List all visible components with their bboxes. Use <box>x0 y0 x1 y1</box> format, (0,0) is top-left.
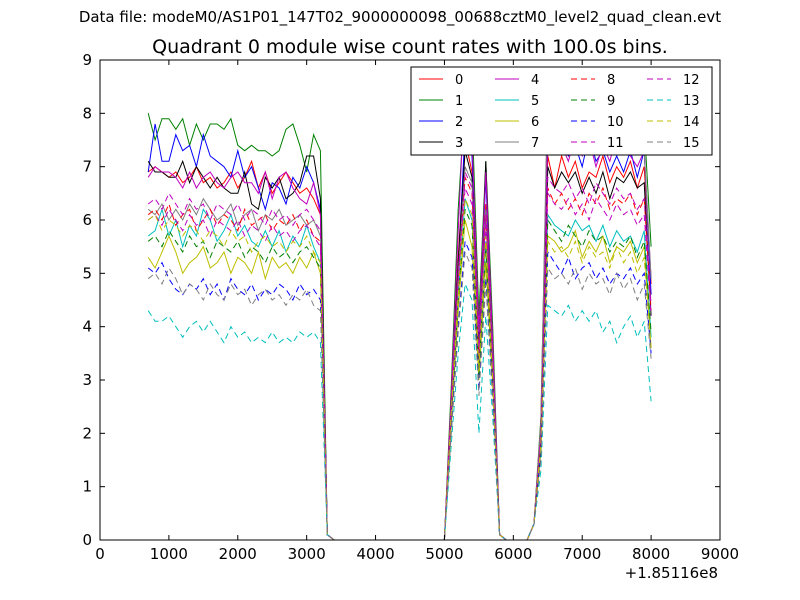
legend-label-module-8: 8 <box>607 73 615 88</box>
legend-label-module-10: 10 <box>607 115 624 130</box>
y-tick-label: 2 <box>82 424 92 442</box>
y-tick-label: 0 <box>82 531 92 549</box>
legend-label-module-7: 7 <box>531 136 539 151</box>
legend-label-module-13: 13 <box>683 94 700 109</box>
x-tick-label: 0 <box>95 545 105 563</box>
x-tick-label: 9000 <box>701 545 739 563</box>
x-tick-label: 1000 <box>150 545 188 563</box>
series-line-module-13 <box>147 282 652 541</box>
legend-label-module-11: 11 <box>607 136 624 151</box>
y-tick-label: 9 <box>82 51 92 69</box>
legend-label-module-14: 14 <box>683 115 700 130</box>
y-tick-label: 4 <box>82 318 92 336</box>
legend-label-module-4: 4 <box>531 73 539 88</box>
y-tick-label: 3 <box>82 371 92 389</box>
x-tick-label: 3000 <box>288 545 326 563</box>
axes-frame <box>99 59 721 541</box>
legend-label-module-12: 12 <box>683 73 700 88</box>
y-tick-label: 5 <box>82 264 92 282</box>
legend-label-module-5: 5 <box>531 94 539 109</box>
legend-label-module-1: 1 <box>455 94 463 109</box>
x-tick-label: 6000 <box>494 545 532 563</box>
y-tick-label: 7 <box>82 158 92 176</box>
x-tick-label: 4000 <box>356 545 394 563</box>
y-tick-label: 1 <box>82 478 92 496</box>
x-tick-label: 2000 <box>219 545 257 563</box>
legend-label-module-6: 6 <box>531 115 539 130</box>
legend-box <box>410 66 713 156</box>
legend-label-module-3: 3 <box>455 136 463 151</box>
x-tick-label: 8000 <box>632 545 670 563</box>
x-offset-label: +1.85116e8 <box>625 564 718 582</box>
data-file-supertitle: Data file: modeM0/AS1P01_147T02_90000000… <box>78 8 722 26</box>
y-tick-label: 8 <box>82 104 92 122</box>
x-tick-label: 7000 <box>563 545 601 563</box>
legend-label-module-9: 9 <box>607 94 615 109</box>
legend-label-module-2: 2 <box>455 115 463 130</box>
legend-label-module-0: 0 <box>455 73 463 88</box>
x-tick-label: 5000 <box>425 545 463 563</box>
legend-label-module-15: 15 <box>683 136 700 151</box>
y-tick-label: 6 <box>82 211 92 229</box>
chart-title: Quadrant 0 module wise count rates with … <box>152 36 668 58</box>
